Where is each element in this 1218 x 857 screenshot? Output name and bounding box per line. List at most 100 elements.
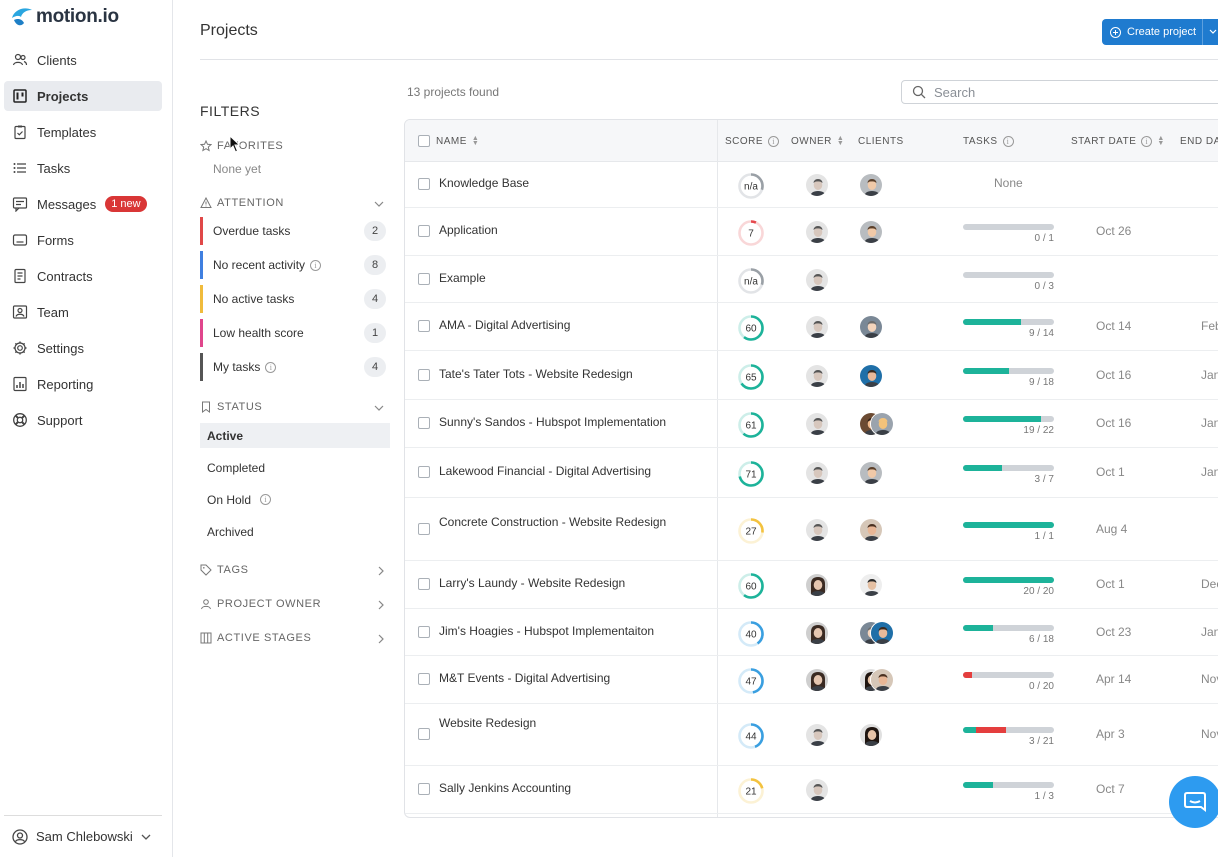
info-icon[interactable]: i [768, 135, 780, 147]
row-checkbox[interactable] [418, 523, 430, 535]
row-checkbox[interactable] [418, 178, 430, 190]
start-date-column-header[interactable]: START DATE i ▲ ▼ [1071, 120, 1165, 162]
score-ring[interactable]: 47 [737, 667, 765, 695]
project-name-link[interactable]: Website Redesign [439, 716, 537, 730]
table-row[interactable]: Larry's Laundy - Website Redesign 60 20 / … [405, 561, 1218, 609]
project-name-link[interactable]: Sunny's Sandos - Hubspot Implementation [439, 415, 667, 429]
owner-avatar[interactable] [805, 723, 829, 747]
row-checkbox[interactable] [418, 728, 430, 740]
project-name-link[interactable]: Knowledge Base [439, 176, 530, 190]
score-ring[interactable]: 27 [737, 517, 765, 545]
client-avatar[interactable] [859, 220, 883, 244]
row-checkbox[interactable] [418, 673, 430, 685]
active-stages-section[interactable]: ACTIVE STAGES [200, 632, 390, 644]
tags-section[interactable]: TAGS [200, 564, 390, 576]
score-ring[interactable]: n/a [737, 267, 765, 295]
client-avatar[interactable] [870, 668, 894, 692]
table-row[interactable]: Jim's Hoagies - Hubspot Implementaiton 40… [405, 609, 1218, 656]
name-column-header[interactable]: NAME ▲ ▼ [436, 120, 479, 162]
nav-item-settings[interactable]: Settings [4, 333, 162, 363]
project-name-link[interactable]: Application [439, 223, 498, 237]
score-ring[interactable]: 40 [737, 620, 765, 648]
chat-launcher-button[interactable] [1169, 776, 1218, 828]
info-icon[interactable]: i [310, 259, 322, 271]
status-filter-active[interactable]: Active [200, 423, 390, 448]
client-avatar[interactable] [859, 315, 883, 339]
nav-item-team[interactable]: Team [4, 297, 162, 327]
project-owner-section[interactable]: PROJECT OWNER [200, 598, 390, 610]
project-name-link[interactable]: Jim's Hoagies - Hubspot Implementaiton [439, 624, 655, 638]
client-avatar[interactable] [859, 573, 883, 597]
attention-filter-my-tasks[interactable]: My tasks i 4 [200, 353, 390, 381]
score-ring[interactable]: 65 [737, 363, 765, 391]
search-box[interactable] [901, 80, 1218, 104]
project-name-link[interactable]: M&T Events - Digital Advertising [439, 671, 611, 685]
table-row[interactable]: AMA - Digital Advertising 60 9 / 14 Oct 14 F… [405, 303, 1218, 351]
owner-avatar[interactable] [805, 778, 829, 802]
nav-item-projects[interactable]: Projects [4, 81, 162, 111]
owner-avatar[interactable] [805, 412, 829, 436]
table-row[interactable]: Tate's Tater Tots - Website Redesign 65 9 … [405, 351, 1218, 400]
owner-avatar[interactable] [805, 364, 829, 388]
row-checkbox[interactable] [418, 578, 430, 590]
score-ring[interactable]: 61 [737, 411, 765, 439]
project-name-link[interactable]: Larry's Laundy - Website Redesign [439, 576, 626, 590]
table-row[interactable]: Concrete Construction - Website Redesign… [405, 498, 1218, 561]
logo[interactable]: motion.io [10, 5, 119, 29]
nav-item-clients[interactable]: Clients [4, 45, 162, 75]
status-filter-completed[interactable]: Completed [200, 455, 390, 480]
table-row[interactable]: Website Redesign 44 3 / 21 Apr 3 Nov [405, 704, 1218, 766]
client-avatar[interactable] [859, 723, 883, 747]
table-row[interactable]: Sally Jenkins Accounting 21 1 / 3 Oct 7 [405, 766, 1218, 814]
score-column-header[interactable]: SCORE i [725, 120, 780, 162]
project-name-link[interactable]: Sally Jenkins Accounting [439, 781, 572, 795]
owner-avatar[interactable] [805, 461, 829, 485]
score-ring[interactable]: 60 [737, 572, 765, 600]
table-row[interactable]: Sunny's Sandos - Hubspot Implementation 6… [405, 400, 1218, 448]
owner-avatar[interactable] [805, 621, 829, 645]
row-checkbox[interactable] [418, 417, 430, 429]
client-avatar[interactable] [859, 461, 883, 485]
search-input[interactable] [934, 84, 1194, 100]
info-icon[interactable]: i [265, 361, 277, 373]
score-ring[interactable]: n/a [737, 172, 765, 200]
user-menu[interactable]: Sam Chlebowski [4, 815, 162, 857]
table-row[interactable]: Application 7 0 / 1 Oct 26 [405, 208, 1218, 256]
project-name-link[interactable]: Example [439, 271, 486, 285]
select-all-checkbox[interactable] [418, 135, 430, 147]
nav-item-templates[interactable]: Templates [4, 117, 162, 147]
attention-filter-overdue-tasks[interactable]: Overdue tasks 2 [200, 217, 390, 245]
table-row[interactable]: Knowledge Base n/a None [405, 162, 1218, 208]
project-name-link[interactable]: Tate's Tater Tots - Website Redesign [439, 367, 633, 381]
row-checkbox[interactable] [418, 369, 430, 381]
status-filter-on-hold[interactable]: On Hold i [200, 487, 390, 512]
owner-avatar[interactable] [805, 220, 829, 244]
status-section[interactable]: STATUS [200, 401, 390, 413]
client-avatar[interactable] [870, 412, 894, 436]
client-avatar[interactable] [870, 621, 894, 645]
owner-column-header[interactable]: OWNER ▲ ▼ [791, 120, 844, 162]
table-row[interactable]: M&T Events - Digital Advertising 47 0 / 20… [405, 656, 1218, 704]
end-date-column-header[interactable]: END DAT [1180, 120, 1218, 162]
row-checkbox[interactable] [418, 273, 430, 285]
nav-item-support[interactable]: Support [4, 405, 162, 435]
row-checkbox[interactable] [418, 225, 430, 237]
nav-item-messages[interactable]: Messages 1 new [4, 189, 162, 219]
info-icon[interactable]: i [1002, 135, 1014, 147]
owner-avatar[interactable] [805, 315, 829, 339]
score-ring[interactable]: 60 [737, 314, 765, 342]
score-ring[interactable]: 44 [737, 722, 765, 750]
project-name-link[interactable]: Concrete Construction - Website Redesign [439, 515, 667, 529]
row-checkbox[interactable] [418, 626, 430, 638]
table-row[interactable]: Example n/a 0 / 3 [405, 256, 1218, 303]
create-project-button[interactable]: Create project [1102, 19, 1218, 45]
attention-filter-no-active-tasks[interactable]: No active tasks 4 [200, 285, 390, 313]
owner-avatar[interactable] [805, 668, 829, 692]
nav-item-forms[interactable]: Forms [4, 225, 162, 255]
nav-item-reporting[interactable]: Reporting [4, 369, 162, 399]
info-icon[interactable]: i [260, 494, 272, 505]
owner-avatar[interactable] [805, 173, 829, 197]
info-icon[interactable]: i [1141, 135, 1153, 147]
project-name-link[interactable]: Lakewood Financial - Digital Advertising [439, 464, 652, 478]
score-ring[interactable]: 7 [737, 219, 765, 247]
